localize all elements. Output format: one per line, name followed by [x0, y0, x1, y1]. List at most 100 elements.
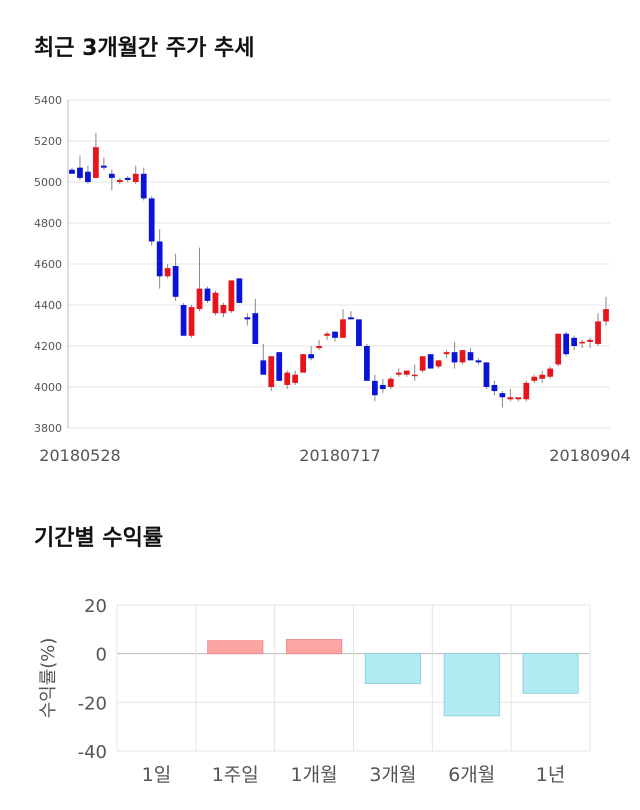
candle-body	[260, 360, 267, 375]
candle-body	[475, 360, 482, 363]
return-bar	[443, 653, 500, 717]
candle-body	[244, 317, 251, 320]
price-y-tick: 4600	[34, 258, 62, 271]
candle-body	[316, 346, 322, 349]
candle-body	[228, 280, 235, 312]
candle-body	[443, 352, 450, 355]
candle-body	[116, 179, 123, 182]
candle-body	[308, 354, 314, 359]
candle-body	[340, 319, 346, 338]
candle-body	[132, 173, 139, 182]
candle-body	[268, 356, 275, 387]
candle-body	[571, 337, 578, 346]
candle-body	[547, 368, 554, 377]
candle-body	[491, 384, 498, 392]
price-y-tick: 4000	[34, 381, 62, 394]
price-y-tick: 5000	[34, 176, 62, 189]
candle-body	[563, 333, 570, 355]
candle-body	[467, 352, 474, 361]
return-y-tick: -40	[78, 742, 107, 763]
candle-body	[180, 305, 187, 336]
candle-body	[204, 288, 211, 301]
candle-body	[356, 319, 362, 346]
return-y-tick: 20	[84, 596, 107, 617]
price-y-tick: 4400	[34, 299, 62, 312]
price-trend-title: 최근 3개월간 주가 추세	[34, 36, 255, 61]
candle-body	[332, 331, 338, 338]
candle-body	[371, 380, 378, 396]
candle-body	[100, 165, 107, 168]
candle-body	[523, 382, 530, 400]
price-date-label: 20180528	[39, 446, 120, 465]
candle-body	[188, 307, 195, 336]
candle-body	[451, 352, 458, 363]
candle-body	[124, 177, 131, 180]
candle-body	[555, 333, 562, 365]
return-y-axis-label: 수익률(%)	[38, 638, 59, 719]
price-y-tick: 3800	[34, 422, 62, 435]
candle-body	[387, 378, 394, 387]
candle-body	[427, 354, 434, 369]
candle-body	[507, 397, 514, 400]
candle-body	[108, 173, 115, 178]
candle-body	[531, 376, 538, 381]
candle-body	[156, 241, 163, 277]
candle-body	[395, 372, 402, 375]
candle-body	[515, 397, 522, 400]
candle-body	[364, 346, 370, 381]
candle-body	[459, 350, 466, 363]
return-category-label: 3개월	[369, 764, 416, 786]
return-bar	[364, 653, 422, 685]
candle-body	[196, 288, 203, 310]
price-y-tick: 5400	[34, 94, 62, 107]
candle-body	[140, 173, 147, 199]
candle-body	[435, 360, 442, 367]
candle-body	[603, 309, 609, 322]
candle-body	[292, 374, 299, 383]
return-y-tick: 0	[96, 645, 107, 666]
return-category-label: 6개월	[448, 764, 495, 786]
candle-body	[236, 278, 243, 303]
candle-body	[411, 374, 418, 377]
candle-body	[69, 169, 75, 174]
candle-body	[93, 147, 99, 178]
period-return-title: 기간별 수익률	[34, 526, 164, 551]
candle-body	[348, 317, 354, 320]
candle-body	[172, 266, 179, 297]
candle-body	[276, 352, 283, 381]
return-bar	[207, 640, 264, 655]
candle-body	[403, 370, 410, 375]
price-y-tick: 4200	[34, 340, 62, 353]
return-y-tick: -20	[78, 693, 107, 714]
price-date-label: 20180717	[299, 446, 380, 465]
candle-body	[595, 321, 601, 344]
candle-body	[324, 333, 330, 336]
price-date-label: 20180904	[549, 446, 630, 465]
candle-body	[148, 198, 155, 242]
candle-body	[252, 313, 259, 344]
return-category-label: 1년	[536, 764, 566, 786]
candle-body	[85, 171, 91, 182]
price-candlestick-chart: 5400 5200 5000 4800 4600 4400 4200 4000 3800 2018…	[34, 94, 631, 465]
return-category-label: 1개월	[291, 764, 338, 786]
candle-body	[284, 372, 291, 385]
candle-body	[212, 292, 219, 314]
candle-body	[587, 339, 593, 342]
candle-body	[419, 356, 426, 371]
candle-body	[483, 362, 490, 387]
return-bar	[285, 639, 343, 655]
price-y-tick: 5200	[34, 135, 62, 148]
return-category-label: 1일	[142, 764, 172, 786]
candle-body	[164, 268, 171, 277]
candle-body	[579, 341, 585, 344]
return-category-label: 1주일	[212, 764, 259, 786]
candle-body	[300, 354, 307, 373]
candle-body	[499, 393, 506, 398]
price-y-tick: 4800	[34, 217, 62, 230]
candle-body	[379, 384, 386, 390]
candle-body	[220, 305, 227, 314]
candle-body	[539, 374, 546, 379]
return-bar	[522, 653, 579, 694]
candle-body	[77, 167, 83, 178]
